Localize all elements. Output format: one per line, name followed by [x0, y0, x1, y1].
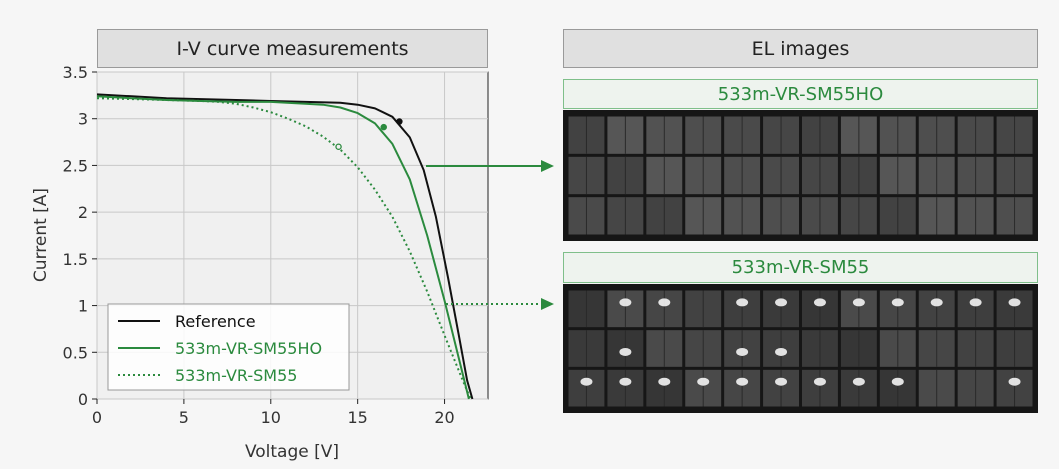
- x-tick-label: 10: [261, 408, 281, 427]
- y-tick-label: 3.5: [63, 63, 88, 82]
- mpp-marker-1: [380, 123, 387, 131]
- el-image-sm55-cells: [568, 290, 1033, 407]
- el-hotspot: [852, 298, 865, 307]
- el-hotspot: [852, 377, 865, 386]
- el-hotspot: [969, 298, 982, 307]
- y-tick-label: 0.5: [63, 343, 88, 362]
- el-panel-title-text: EL images: [751, 37, 850, 60]
- legend: Reference 533m-VR-SM55HO 533m-VR-SM55: [107, 303, 350, 391]
- tick-labels: 0 5 10 15 20 0 0.5 1 1.5 2 2.5 3 3.5: [63, 63, 455, 427]
- x-tick-label: 15: [347, 408, 367, 427]
- legend-label-reference: Reference: [175, 312, 256, 331]
- iv-panel-title-text: I-V curve measurements: [176, 37, 409, 60]
- iv-panel-title: I-V curve measurements: [97, 29, 488, 68]
- mpp-marker-2: [335, 143, 342, 150]
- el-image-2-label-text: 533m-VR-SM55: [731, 257, 870, 278]
- el-panel-title: EL images: [563, 29, 1038, 68]
- el-hotspot: [619, 298, 632, 307]
- el-hotspot: [658, 298, 671, 307]
- el-hotspot: [891, 298, 904, 307]
- el-hotspot: [580, 377, 593, 386]
- y-axis-label: Current [A]: [31, 188, 51, 282]
- el-hotspot: [775, 298, 788, 307]
- el-image-sm55ho-cells: [568, 116, 1033, 235]
- y-tick-label: 1: [78, 297, 88, 316]
- el-hotspot: [619, 377, 632, 386]
- el-hotspot: [736, 377, 749, 386]
- el-hotspot: [697, 377, 710, 386]
- legend-label-sm55: 533m-VR-SM55: [175, 366, 297, 385]
- el-hotspot: [813, 377, 826, 386]
- el-hotspot: [813, 298, 826, 307]
- arrow-sm55-head: [541, 298, 554, 310]
- x-tick-label: 5: [179, 408, 189, 427]
- el-hotspot: [619, 347, 632, 356]
- x-tick-label: 20: [434, 408, 454, 427]
- y-tick-label: 3: [78, 110, 88, 129]
- series-layer: [96, 93, 474, 400]
- el-hotspot: [775, 347, 788, 356]
- el-hotspot: [736, 298, 749, 307]
- el-hotspot: [658, 377, 671, 386]
- y-tick-label: 2: [78, 203, 88, 222]
- el-image-1-label-text: 533m-VR-SM55HO: [717, 83, 884, 105]
- el-hotspot: [930, 298, 943, 307]
- el-hotspot: [775, 377, 788, 386]
- el-image-sm55: [563, 284, 1038, 413]
- legend-label-sm55ho: 533m-VR-SM55HO: [175, 339, 322, 358]
- el-hotspot: [891, 377, 904, 386]
- el-hotspot: [1008, 298, 1021, 307]
- arrow-sm55ho-head: [541, 160, 554, 172]
- connector-arrows: [426, 160, 554, 310]
- x-axis-label: Voltage [V]: [245, 442, 339, 462]
- el-hotspot: [1008, 377, 1021, 386]
- el-hotspot: [736, 347, 749, 356]
- y-tick-label: 1.5: [63, 250, 88, 269]
- y-tick-label: 2.5: [63, 156, 88, 175]
- el-image-2-label: 533m-VR-SM55: [563, 252, 1038, 283]
- el-image-1-label: 533m-VR-SM55HO: [563, 79, 1038, 109]
- mpp-marker-0: [396, 118, 403, 125]
- series-line-1: [96, 95, 470, 400]
- x-tick-label: 0: [92, 408, 102, 427]
- el-image-sm55ho: [563, 110, 1038, 241]
- y-tick-label: 0: [78, 390, 88, 409]
- series-line-0: [96, 93, 474, 400]
